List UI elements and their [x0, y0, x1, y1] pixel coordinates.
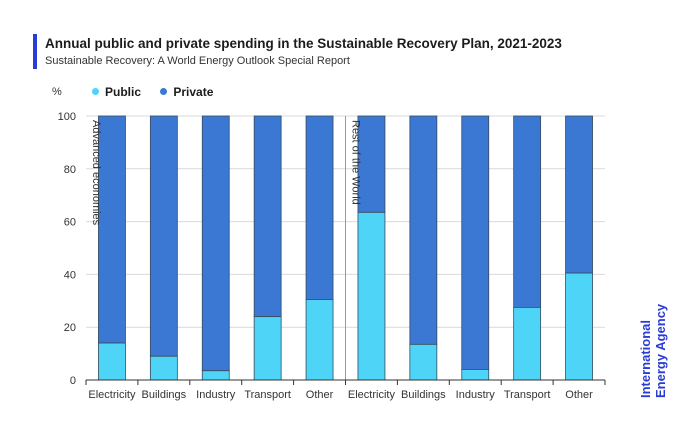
x-tick-label-0-4: Other — [306, 389, 334, 401]
bar-private-1-2 — [461, 115, 490, 370]
bar-public-1-4 — [565, 272, 593, 381]
y-tick-label-20: 20 — [64, 322, 76, 334]
title-accent-bar — [33, 34, 37, 69]
bar-private-0-2 — [201, 115, 230, 372]
bar-private-1-3 — [513, 115, 542, 308]
chart-title: Annual public and private spending in th… — [45, 36, 562, 51]
bar-private-0-0 — [98, 115, 126, 344]
x-tick-label-0-3: Transport — [244, 389, 291, 401]
bar-public-1-0 — [357, 211, 386, 381]
x-tick-label-1-2: Industry — [456, 389, 496, 401]
chart-subtitle: Sustainable Recovery: A World Energy Out… — [45, 55, 350, 67]
legend-label-private: Private — [173, 84, 214, 99]
bar-public-0-4 — [305, 299, 334, 381]
y-tick-label-60: 60 — [64, 217, 76, 229]
iea-logo-line1: International — [638, 319, 653, 398]
x-tick-label-1-3: Transport — [504, 389, 551, 401]
group-label-0: Advanced economies — [90, 120, 102, 226]
iea-logo-line2: Energy Agency — [653, 303, 668, 398]
bar-public-0-1 — [149, 355, 178, 381]
legend-item-private: Private — [160, 85, 213, 99]
y-tick-label-40: 40 — [64, 269, 76, 281]
bar-private-1-4 — [565, 115, 593, 274]
y-tick-label-80: 80 — [64, 164, 76, 176]
x-tick-label-1-0: Electricity — [348, 389, 396, 401]
x-tick-label-0-1: Buildings — [142, 389, 187, 401]
bar-public-0-0 — [98, 342, 126, 381]
group-label-1: Rest of the World — [350, 120, 362, 205]
x-tick-label-0-0: Electricity — [88, 389, 136, 401]
x-tick-label-1-1: Buildings — [401, 389, 446, 401]
x-tick-label-1-4: Other — [565, 389, 593, 401]
bar-private-0-3 — [253, 115, 282, 318]
bar-public-1-2 — [461, 369, 490, 381]
legend-item-public: Public — [92, 85, 141, 99]
bar-public-1-1 — [409, 343, 438, 381]
bar-public-1-3 — [513, 306, 542, 381]
legend: Public Private — [92, 84, 229, 99]
legend-swatch-private — [160, 88, 168, 95]
bar-private-0-1 — [149, 115, 178, 357]
bar-public-0-3 — [253, 316, 282, 381]
x-tick-label-0-2: Industry — [196, 389, 236, 401]
iea-logo: International Energy Agency — [638, 304, 668, 398]
bar-public-0-2 — [201, 370, 230, 381]
legend-swatch-public — [92, 88, 99, 95]
bar-private-0-4 — [305, 115, 334, 300]
legend-label-public: Public — [105, 84, 142, 99]
y-axis-unit-label: % — [52, 86, 62, 98]
y-tick-label-0: 0 — [70, 375, 76, 387]
y-tick-label-100: 100 — [58, 111, 76, 123]
bar-private-1-1 — [409, 115, 438, 345]
